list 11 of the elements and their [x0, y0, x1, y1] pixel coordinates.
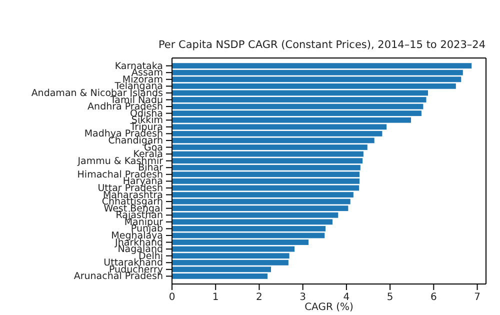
x-axis-title: CAGR (%) [304, 302, 354, 313]
x-tick-label: 6 [430, 292, 437, 304]
x-tick-label: 3 [300, 292, 306, 304]
x-tick-label: 4 [343, 292, 350, 304]
chart-title: Per Capita NSDP CAGR (Constant Prices), 2014–15 to 2023–24 [158, 39, 486, 51]
x-tick-label: 2 [256, 292, 262, 304]
y-tick-label: Meghalaya [111, 230, 163, 242]
x-tick-label: 1 [212, 292, 219, 304]
x-tick-label: 0 [168, 292, 176, 304]
x-tick-label: 5 [386, 292, 394, 304]
x-tick-label: 7 [474, 292, 480, 304]
